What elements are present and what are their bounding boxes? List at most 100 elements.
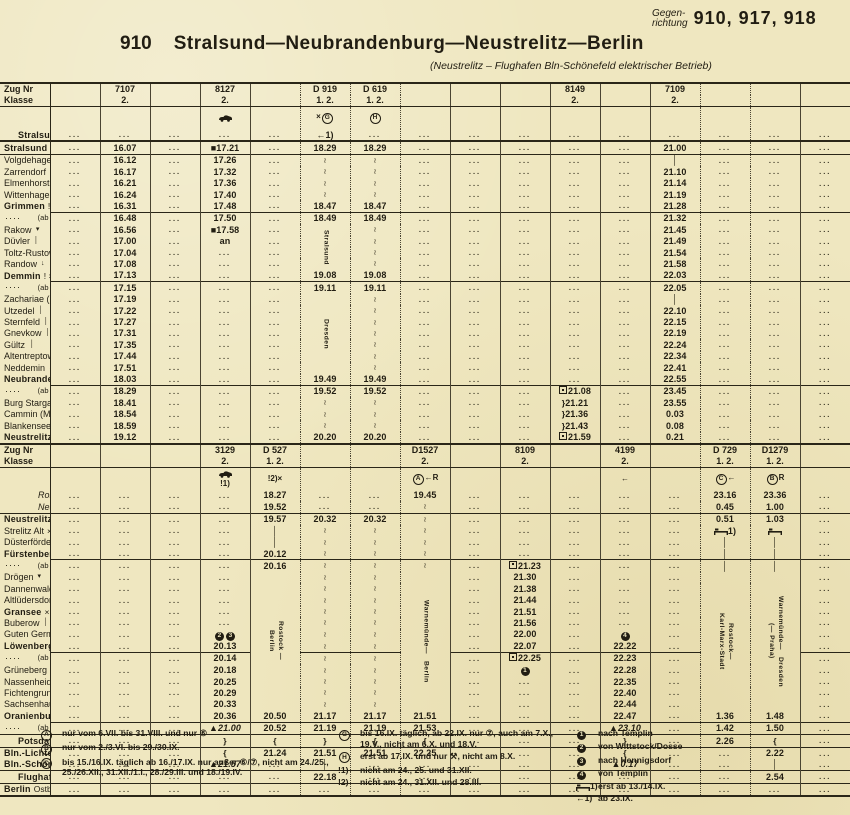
nonstop-wavy-line: ≀	[349, 305, 400, 317]
station-row: Oranienburg! 140(an.........20.3620.5021…	[0, 710, 850, 723]
no-service-dots: ...	[399, 189, 450, 201]
no-service-dots: ...	[249, 770, 300, 784]
station-name: Flughafen Bln-Schönef.	[18, 771, 49, 782]
nonstop-wavy-line: ≀	[349, 536, 400, 548]
no-service-dots: ...	[149, 397, 200, 409]
station-row: Toltz-Rustow│...17.04.........≀.........…	[0, 247, 850, 259]
time-cell: 22.35	[599, 676, 650, 688]
no-service-dots: ...	[49, 770, 100, 784]
no-service-dots: ...	[49, 189, 100, 201]
no-service-dots: ...	[199, 431, 250, 444]
no-service-dots: ...	[749, 384, 800, 398]
station-row: Drögen ▾............ Berlin Rostock — ≀ ≀ Warn…	[0, 571, 850, 711]
no-service-dots: ...	[549, 247, 600, 259]
no-service-dots: ...	[699, 316, 750, 328]
train-symbols: A ←R	[399, 467, 450, 490]
time-cell: 0.51	[699, 512, 750, 526]
time-cell: 17.44	[99, 350, 150, 363]
station-label: Neddemin↓	[0, 362, 51, 374]
time-cell: ▲0.17	[599, 758, 650, 771]
no-service-dots: ...	[149, 525, 200, 537]
no-service-dots: ...	[49, 651, 100, 665]
no-service-dots: ...	[49, 166, 100, 178]
nonstop-wavy-line: ≀	[299, 536, 350, 548]
station-label: Fichtengrund│	[0, 687, 51, 699]
no-service-dots: ...	[499, 721, 550, 735]
no-service-dots: ...	[149, 305, 200, 317]
car-icon	[218, 115, 232, 122]
nonstop-wavy-line: ≀	[299, 548, 350, 560]
no-service-dots: ...	[49, 559, 100, 572]
no-service-dots: ...	[49, 211, 100, 225]
station-label: Blankensee (Meckl)↓	[0, 420, 51, 432]
footnote-text: nur vom 2./3.VI. bis 29./30.IX.	[62, 742, 180, 753]
station-row: NeustrelitzHbf × 815, 917an...19.12.....…	[0, 431, 850, 444]
no-service-dots: ...	[699, 211, 750, 225]
time-cell: 18.29	[349, 140, 400, 155]
no-service-dots: ...	[499, 536, 550, 548]
time-cell: 19.08	[299, 269, 350, 282]
station-label: Dannenwalde (Kr Gransee)│	[0, 583, 51, 595]
no-service-dots: ...	[599, 140, 650, 155]
no-service-dots: ...	[499, 140, 550, 155]
class-value: 2.	[649, 95, 700, 107]
no-service-dots: ...	[799, 687, 850, 699]
no-service-dots: ...	[599, 525, 650, 537]
no-service-dots: ...	[149, 687, 200, 699]
class-value: 1. 2.	[299, 95, 350, 107]
no-service-dots: ...	[799, 339, 850, 351]
no-service-dots: ...	[99, 606, 150, 618]
no-service-dots: ...	[549, 211, 600, 225]
time-cell: 18.49	[349, 211, 400, 225]
no-service-dots: ...	[699, 177, 750, 190]
class-row: Klasse 2. 1. 2. 2. 2. 2. 1. 2. 1. 2.	[0, 455, 850, 468]
station-row: Gnevkow │... 17.31......... ≀..............…	[0, 327, 850, 340]
nonstop-wavy-line: ≀	[349, 350, 400, 363]
no-service-dots: ...	[399, 350, 450, 363]
class-value	[399, 95, 450, 107]
class-value	[799, 95, 850, 107]
station-row: Fichtengrund│.........20.29≀≀.........22…	[0, 687, 850, 699]
boxed-note-icon	[558, 386, 567, 395]
no-service-dots: ...	[549, 559, 600, 572]
time-cell: 21.17	[349, 710, 400, 723]
couchette-icon	[768, 528, 782, 536]
train-number	[399, 83, 450, 95]
train-number	[649, 442, 700, 456]
station-row: Rakow ▾... 16.56... ■17.58... Stralsund ≀....…	[0, 224, 850, 270]
no-service-dots: ...	[699, 224, 750, 236]
no-service-dots: ...	[649, 664, 700, 677]
class-value: 2.	[549, 95, 600, 107]
no-service-dots: ...	[249, 177, 300, 190]
no-service-dots: ...	[249, 235, 300, 248]
no-service-dots: ...	[799, 384, 850, 398]
station-name: Drögen	[4, 572, 34, 583]
time-cell: 21.54	[649, 247, 700, 259]
dot-leader	[6, 564, 22, 567]
no-service-dots: ...	[449, 583, 500, 595]
station-row: Dannenwalde (Kr Gransee)│............ ≀≀.…	[0, 583, 850, 595]
station-row: Altlüdersdorf│............≀≀...21.44....…	[0, 594, 850, 607]
route-brace-mark: {	[349, 734, 400, 747]
restaurant-icon: ×	[277, 473, 283, 483]
time-cell: 20.12	[249, 548, 300, 560]
no-service-dots: ...	[599, 408, 650, 421]
footnote: 4 von Templin	[576, 768, 836, 780]
time-cell: 1.36	[699, 710, 750, 723]
train-number	[749, 83, 800, 95]
through-line: │	[649, 293, 700, 306]
station-row: Sachsenhausen↓.........20.33≀≀.........2…	[0, 698, 850, 711]
nonstop-wavy-line: ≀	[399, 559, 450, 572]
no-service-dots: ...	[549, 758, 600, 771]
no-service-dots: ...	[599, 571, 650, 584]
time-cell: 20.16	[249, 559, 300, 572]
time-cell: 20.33	[199, 698, 250, 711]
no-service-dots: ...	[99, 721, 150, 735]
nonstop-wavy-line: ≀	[349, 177, 400, 190]
train-symbols	[399, 106, 450, 129]
no-service-dots: ...	[499, 676, 550, 688]
no-service-dots: ...	[749, 140, 800, 155]
